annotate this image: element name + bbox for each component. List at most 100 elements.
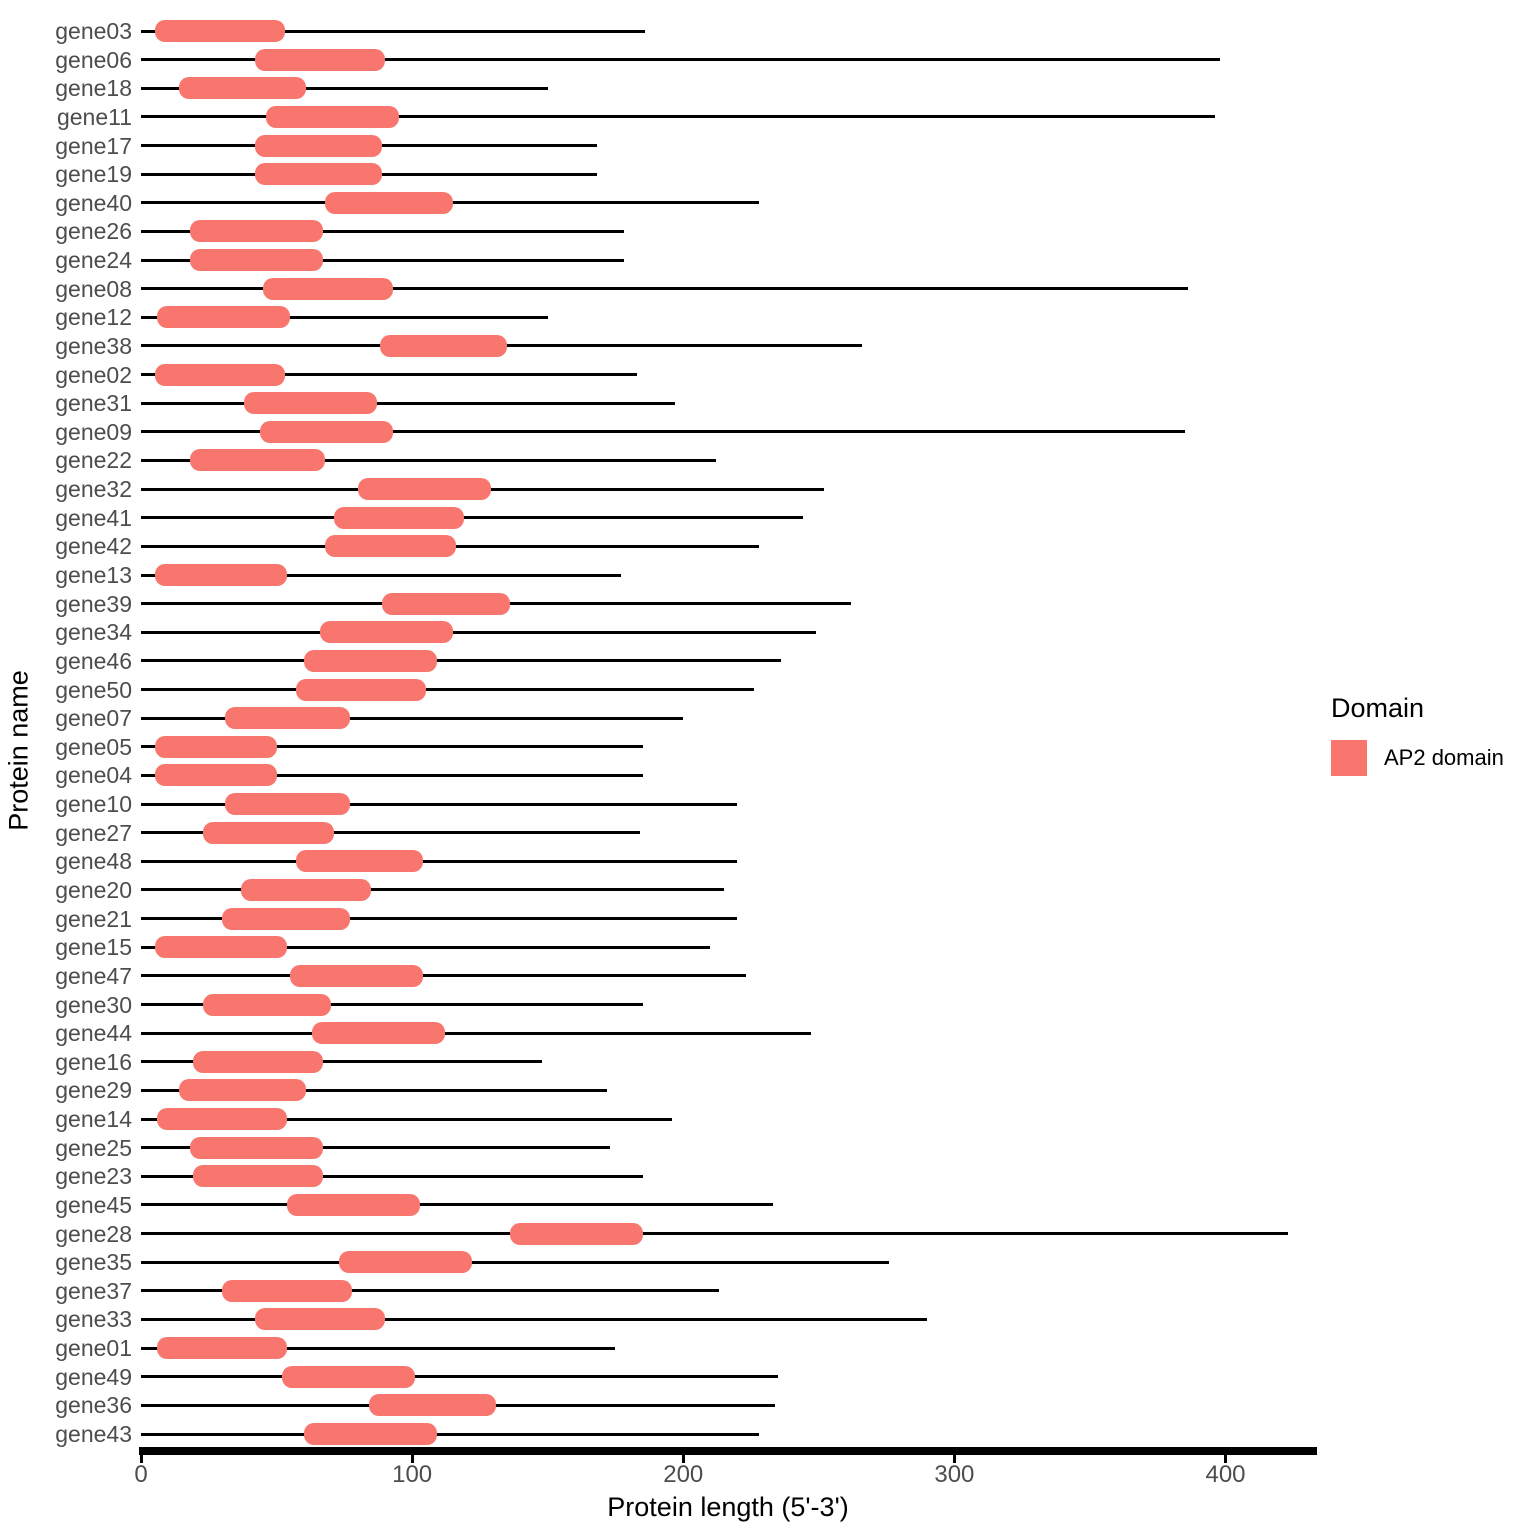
gene-label: gene42: [55, 533, 132, 560]
gene-label: gene33: [55, 1306, 132, 1333]
gene-label: gene28: [55, 1220, 132, 1247]
domain-bar: [189, 220, 323, 243]
x-tick-label: 300: [934, 1461, 975, 1488]
protein-line: [141, 716, 684, 720]
gene-label: gene34: [55, 619, 132, 646]
gene-label: gene40: [55, 189, 132, 216]
gene-label: gene01: [55, 1335, 132, 1362]
domain-bar: [263, 277, 394, 300]
gene-label: gene02: [55, 361, 132, 388]
gene-label: gene22: [55, 447, 132, 474]
domain-bar: [254, 163, 383, 186]
gene-label: gene19: [55, 161, 132, 188]
protein-line: [141, 115, 1215, 119]
gene-label: gene46: [55, 647, 132, 674]
x-tick-mark: [410, 1455, 414, 1463]
legend-swatch-ap2-domain: [1331, 740, 1367, 776]
gene-label: gene30: [55, 991, 132, 1018]
x-tick-label: 0: [134, 1461, 148, 1488]
gene-label: gene20: [55, 876, 132, 903]
domain-bar: [222, 907, 350, 930]
protein-line: [141, 917, 738, 921]
protein-line: [141, 802, 738, 806]
protein-line: [141, 1117, 673, 1121]
protein-line: [141, 287, 1188, 291]
gene-label: gene44: [55, 1020, 132, 1047]
gene-label: gene14: [55, 1106, 132, 1133]
gene-label: gene29: [55, 1077, 132, 1104]
domain-bar: [154, 764, 277, 787]
domain-bar: [338, 1251, 472, 1274]
domain-bar: [281, 1365, 415, 1388]
gene-label: gene05: [55, 733, 132, 760]
x-tick-label: 200: [663, 1461, 704, 1488]
protein-line: [141, 888, 724, 892]
protein-line: [141, 1088, 608, 1092]
domain-bar: [290, 964, 423, 987]
gene-label: gene39: [55, 590, 132, 617]
domain-bar: [189, 249, 323, 272]
protein-line: [141, 258, 624, 262]
gene-label: gene26: [55, 218, 132, 245]
domain-bar: [157, 306, 291, 329]
protein-line: [141, 745, 643, 749]
domain-bar: [333, 506, 464, 529]
gene-label: gene13: [55, 562, 132, 589]
domain-bar: [154, 363, 285, 386]
protein-line: [141, 86, 548, 90]
gene-label: gene23: [55, 1163, 132, 1190]
x-tick-label: 400: [1205, 1461, 1246, 1488]
gene-label: gene04: [55, 762, 132, 789]
gene-label: gene16: [55, 1048, 132, 1075]
gene-label: gene36: [55, 1392, 132, 1419]
protein-line: [141, 773, 643, 777]
gene-label: gene48: [55, 848, 132, 875]
domain-bar: [154, 20, 285, 42]
domain-bar: [154, 936, 288, 959]
domain-bar: [379, 334, 508, 357]
gene-label: gene06: [55, 46, 132, 73]
x-tick-label: 100: [392, 1461, 433, 1488]
protein-line: [141, 1346, 616, 1350]
domain-bar: [203, 821, 334, 844]
domain-bar: [178, 77, 307, 100]
domain-bar: [254, 1308, 386, 1331]
protein-line: [141, 1174, 643, 1178]
gene-label: gene24: [55, 247, 132, 274]
domain-bar: [295, 850, 423, 873]
gene-label: gene25: [55, 1134, 132, 1161]
gene-label: gene17: [55, 132, 132, 159]
gene-label: gene35: [55, 1249, 132, 1276]
gene-label: gene21: [55, 905, 132, 932]
x-tick-mark: [681, 1455, 685, 1463]
protein-line: [141, 1031, 811, 1035]
domain-bar: [303, 649, 437, 672]
y-axis-title: Protein name: [3, 670, 34, 831]
domain-bar: [178, 1079, 307, 1102]
protein-line: [141, 373, 638, 377]
x-tick-mark: [1224, 1455, 1228, 1463]
domain-bar: [157, 1337, 288, 1360]
legend-item-label: AP2 domain: [1384, 745, 1504, 770]
protein-line: [141, 1289, 719, 1293]
domain-bar: [225, 707, 350, 730]
protein-line: [141, 401, 676, 405]
protein-line: [141, 29, 646, 33]
gene-label: gene09: [55, 418, 132, 445]
gene-label: gene27: [55, 819, 132, 846]
gene-label: gene37: [55, 1277, 132, 1304]
gene-label: gene10: [55, 791, 132, 818]
protein-line: [141, 945, 711, 949]
protein-line: [141, 516, 803, 520]
legend-title: Domain: [1331, 693, 1425, 723]
domain-bar: [325, 191, 453, 214]
domain-bar: [225, 793, 350, 816]
gene-label: gene38: [55, 332, 132, 359]
protein-line: [141, 573, 621, 577]
domain-bar: [157, 1108, 288, 1131]
gene-label: gene45: [55, 1191, 132, 1218]
protein-line: [141, 1375, 779, 1379]
protein-line: [141, 1260, 890, 1264]
gene-label: gene31: [55, 390, 132, 417]
protein-line: [141, 458, 716, 462]
